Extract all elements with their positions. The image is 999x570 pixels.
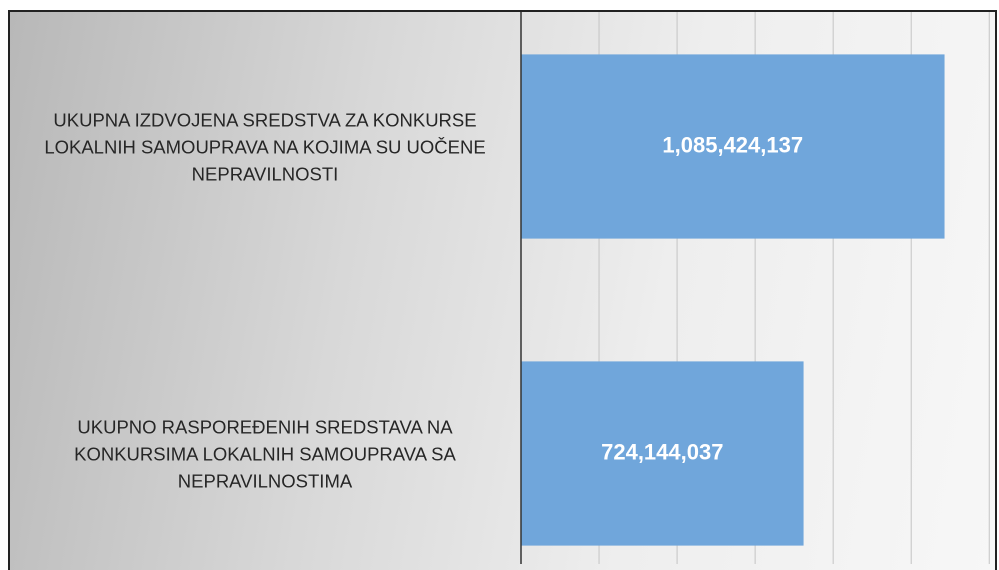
data-label: 1,085,424,137 — [662, 132, 803, 157]
data-label: 724,144,037 — [601, 439, 723, 464]
category-label: UKUPNA IZDVOJENA SREDSTVA ZA KONKURSE LO… — [44, 109, 486, 184]
bar — [521, 54, 945, 239]
bar — [521, 361, 804, 546]
category-label: UKUPNO RASPOREĐENIH SREDSTAVA NA KONKURS… — [74, 416, 456, 491]
